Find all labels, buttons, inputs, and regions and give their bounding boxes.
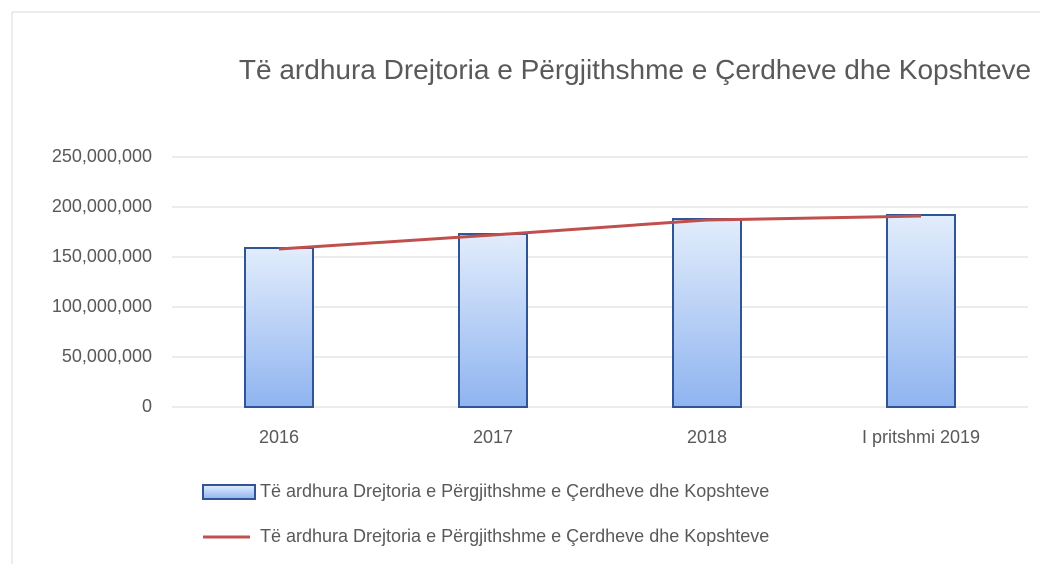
x-tick-label: 2016 bbox=[259, 427, 299, 447]
bar bbox=[886, 214, 956, 408]
y-tick-label: 100,000,000 bbox=[52, 296, 152, 316]
x-tick-label: I pritshmi 2019 bbox=[862, 427, 980, 447]
legend-swatch bbox=[202, 484, 256, 500]
bar bbox=[458, 233, 528, 408]
x-tick-label: 2018 bbox=[687, 427, 727, 447]
x-tick-label: 2017 bbox=[473, 427, 513, 447]
y-tick-label: 50,000,000 bbox=[62, 346, 152, 366]
legend-label: Të ardhura Drejtoria e Përgjithshme e Çe… bbox=[260, 481, 769, 501]
chart-title: Të ardhura Drejtoria e Përgjithshme e Çe… bbox=[238, 54, 1032, 85]
y-tick-label: 250,000,000 bbox=[52, 146, 152, 166]
bar bbox=[244, 247, 314, 408]
y-tick-label: 200,000,000 bbox=[52, 196, 152, 216]
chart-border bbox=[11, 11, 1040, 564]
bar bbox=[672, 218, 742, 408]
y-tick-label: 150,000,000 bbox=[52, 246, 152, 266]
y-tick-label: 0 bbox=[142, 396, 152, 416]
legend-label: Të ardhura Drejtoria e Përgjithshme e Çe… bbox=[260, 526, 769, 546]
line bbox=[278, 214, 922, 251]
